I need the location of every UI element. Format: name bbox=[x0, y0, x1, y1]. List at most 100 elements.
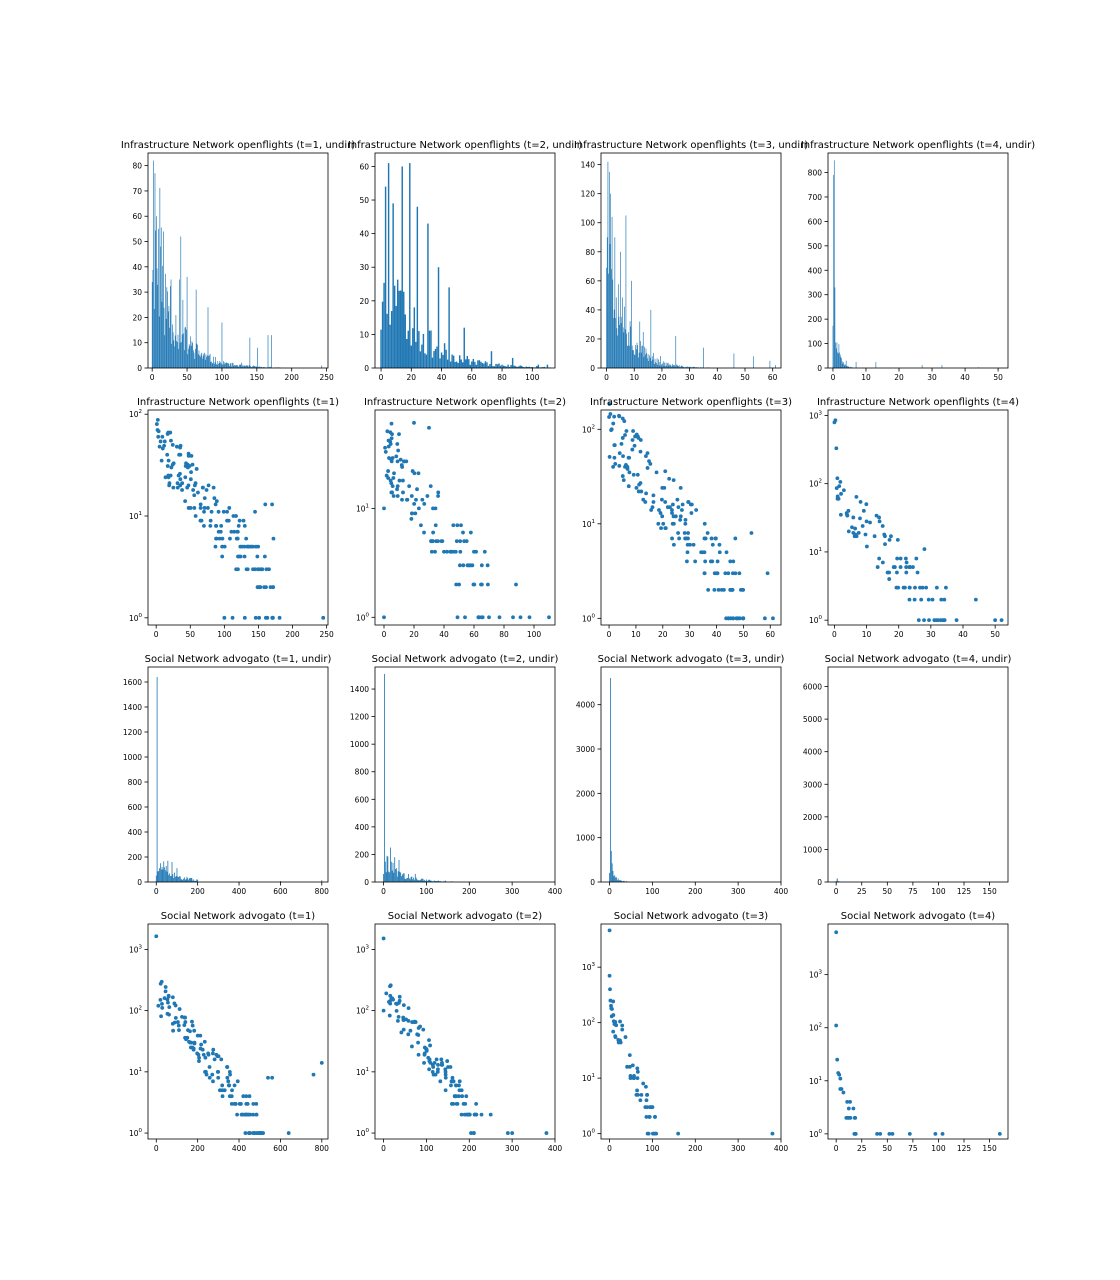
histogram-bar bbox=[418, 331, 420, 368]
chart-title: Infrastructure Network openflights (t=1) bbox=[137, 397, 339, 408]
histogram-bar bbox=[152, 270, 154, 368]
histogram-bar bbox=[160, 863, 161, 882]
scatter-point bbox=[733, 536, 738, 541]
scatter-point bbox=[665, 505, 670, 510]
y-tick-label: 100 bbox=[581, 219, 596, 228]
histogram-bar bbox=[835, 342, 836, 368]
x-tick-label: 0 bbox=[382, 630, 387, 639]
scatter-point bbox=[448, 1065, 453, 1069]
histogram-bar bbox=[180, 879, 182, 882]
scatter-point bbox=[225, 1065, 230, 1069]
scatter-point bbox=[405, 497, 410, 502]
scatter-point bbox=[670, 502, 675, 507]
histogram-bar bbox=[424, 353, 426, 368]
y-tick-label: 102 bbox=[129, 1006, 142, 1016]
scatter-point bbox=[210, 1072, 215, 1077]
histogram-bar bbox=[241, 366, 243, 368]
scatter-point bbox=[463, 615, 467, 620]
scatter-point bbox=[691, 542, 696, 547]
x-tick-label: 40 bbox=[958, 630, 968, 639]
x-tick-label: 0 bbox=[834, 887, 839, 896]
scatter-point bbox=[399, 1030, 404, 1035]
histogram-bar bbox=[248, 365, 250, 368]
scatter-point bbox=[415, 1032, 420, 1037]
scatter-point bbox=[201, 485, 205, 490]
histogram-bar bbox=[626, 881, 628, 882]
scatter-point bbox=[635, 1066, 640, 1071]
histogram-bar bbox=[436, 346, 438, 368]
scatter-point bbox=[630, 1063, 635, 1068]
scatter-point bbox=[235, 529, 240, 534]
histogram-bar bbox=[408, 874, 409, 882]
histogram-bar bbox=[457, 362, 459, 368]
histogram-bar bbox=[396, 876, 398, 882]
histogram-bar bbox=[169, 286, 171, 368]
chart-panel: 0 10 20 30 40 50 60 0 20 40 60 80 100 120 140 Infrastru… bbox=[574, 140, 808, 382]
scatter-point bbox=[396, 448, 401, 453]
scatter-point bbox=[436, 1062, 440, 1067]
scatter-point bbox=[749, 531, 754, 535]
histogram-bar bbox=[160, 246, 161, 368]
histogram-bar bbox=[185, 326, 187, 368]
scatter-point bbox=[443, 1069, 448, 1074]
y-tick-label: 101 bbox=[129, 1067, 142, 1077]
histogram-bar bbox=[207, 307, 209, 368]
scatter-point bbox=[263, 502, 268, 507]
y-tick-label: 102 bbox=[809, 479, 822, 489]
scatter-point bbox=[839, 491, 843, 496]
scatter-point bbox=[211, 485, 216, 490]
x-tick-label: 600 bbox=[273, 1144, 288, 1153]
scatter-point bbox=[427, 1067, 432, 1072]
scatter-point bbox=[846, 529, 851, 534]
scatter-point bbox=[645, 466, 650, 470]
scatter-point bbox=[647, 1115, 652, 1119]
scatter-point bbox=[422, 530, 426, 535]
histogram-bar bbox=[172, 324, 173, 368]
chart-title: Social Network advogato (t=2, undir) bbox=[372, 654, 559, 665]
histogram-bar bbox=[626, 345, 628, 368]
scatter-point bbox=[903, 585, 907, 590]
y-tick-label: 1400 bbox=[350, 685, 369, 694]
histogram-bar bbox=[229, 366, 230, 368]
histogram-bar bbox=[248, 366, 249, 368]
scatter-point bbox=[388, 478, 393, 483]
scatter-point bbox=[229, 1101, 234, 1106]
chart-panel: 0 10 20 30 40 50 100 101 102 103 Infrastructure Ne… bbox=[809, 397, 1019, 639]
histogram-bar bbox=[844, 364, 846, 368]
scatter-point bbox=[638, 438, 643, 442]
scatter-point bbox=[612, 455, 617, 460]
scatter-point bbox=[212, 1057, 217, 1062]
histogram-bar bbox=[402, 873, 404, 882]
histogram-bar bbox=[841, 358, 842, 368]
scatter-point bbox=[216, 509, 221, 514]
histogram-bar bbox=[232, 362, 233, 368]
histogram-bar bbox=[703, 347, 704, 368]
scatter-point bbox=[717, 550, 722, 555]
scatter-point bbox=[171, 485, 176, 490]
histogram-bar bbox=[240, 364, 242, 368]
scatter-point bbox=[242, 554, 247, 559]
x-tick-label: 125 bbox=[957, 1144, 972, 1153]
scatter-point bbox=[684, 536, 688, 541]
histogram-bar bbox=[840, 357, 842, 368]
histogram-bar bbox=[612, 870, 614, 882]
scatter-point bbox=[208, 523, 213, 528]
scatter-point bbox=[394, 1001, 398, 1006]
scatter-point bbox=[459, 523, 463, 528]
scatter-point bbox=[612, 443, 617, 448]
histogram-bar bbox=[169, 327, 170, 368]
scatter-point bbox=[240, 544, 245, 549]
histogram-bar bbox=[384, 186, 387, 368]
histogram-bar bbox=[198, 350, 200, 368]
scatter-point bbox=[401, 1003, 406, 1008]
scatter-point bbox=[265, 615, 270, 620]
scatter-point bbox=[639, 1092, 644, 1097]
scatter-point bbox=[412, 1020, 417, 1024]
x-tick-label: 800 bbox=[315, 887, 330, 896]
histogram-bar bbox=[635, 349, 637, 368]
histogram-bar bbox=[437, 267, 440, 368]
data-marks bbox=[154, 934, 324, 1135]
scatter-point bbox=[675, 497, 680, 502]
scatter-point bbox=[434, 1057, 439, 1062]
scatter-point bbox=[838, 512, 843, 517]
